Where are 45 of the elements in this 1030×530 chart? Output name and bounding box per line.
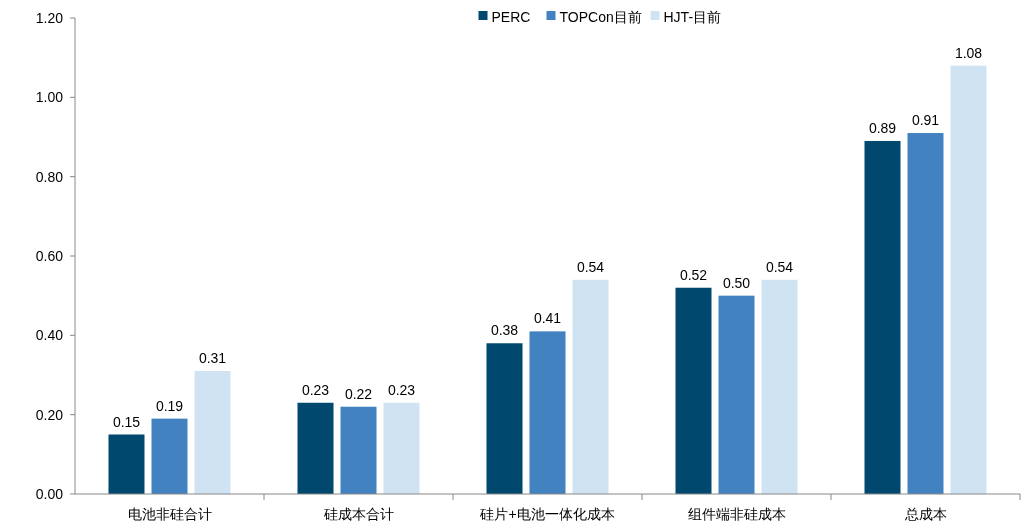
data-label: 0.91 [911, 112, 940, 129]
bar [718, 295, 755, 494]
bar [864, 140, 901, 494]
x-tick-label: 电池非硅合计 [127, 506, 212, 522]
bar [529, 331, 566, 494]
bar [907, 133, 944, 494]
data-label: 0.31 [198, 350, 227, 367]
bar [383, 402, 420, 494]
legend-label: TOPCon目前 [559, 8, 642, 25]
y-tick-label: 0.20 [35, 406, 64, 423]
data-label: 0.19 [155, 397, 184, 414]
data-label: 0.50 [722, 274, 751, 291]
legend-label: HJT-目前 [663, 8, 722, 25]
bar [761, 279, 798, 494]
data-label: 0.52 [679, 266, 708, 283]
y-tick-label: 0.40 [35, 327, 64, 344]
y-tick-label: 0.00 [35, 485, 64, 502]
data-label: 1.08 [954, 44, 983, 61]
data-label: 0.54 [576, 258, 605, 275]
bar [297, 402, 334, 494]
bar [151, 418, 188, 494]
bar [572, 279, 609, 494]
data-label: 0.23 [387, 381, 416, 398]
x-tick-label: 硅成本合计 [322, 506, 394, 522]
bar [194, 371, 231, 494]
y-tick-label: 0.60 [35, 247, 64, 264]
data-label: 0.54 [765, 258, 794, 275]
x-tick-label: 组件端非硅成本 [687, 506, 786, 522]
y-tick-label: 0.80 [35, 168, 64, 185]
x-tick-label: 总成本 [903, 506, 947, 522]
bar [108, 434, 145, 494]
x-tick-label: 硅片+电池一体化成本 [479, 506, 615, 522]
data-label: 0.15 [112, 413, 141, 430]
y-tick-label: 1.00 [35, 89, 64, 106]
legend-label: PERC [491, 8, 531, 25]
bar [950, 65, 987, 494]
bar [486, 343, 523, 494]
data-label: 0.23 [301, 381, 330, 398]
data-label: 0.38 [490, 322, 519, 339]
bar [675, 287, 712, 494]
bar [340, 406, 377, 494]
data-label: 0.22 [344, 385, 373, 402]
data-label: 0.41 [533, 310, 562, 327]
y-tick-label: 1.20 [35, 9, 64, 26]
data-label: 0.89 [868, 119, 897, 136]
